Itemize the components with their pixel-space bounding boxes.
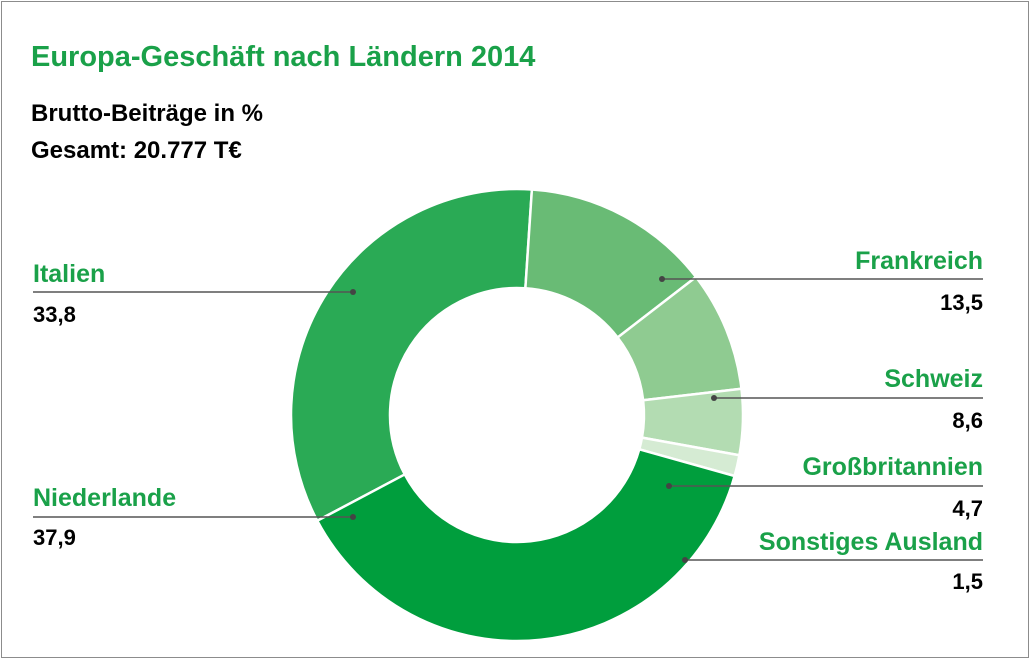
- slice-label-niederlande: Niederlande: [33, 484, 176, 512]
- leader-lines: [33, 276, 983, 563]
- donut-slice-niederlande: [316, 448, 736, 643]
- leader-dot-schweiz: [711, 395, 717, 401]
- leader-dot-italien: [350, 289, 356, 295]
- leader-dot-niederlande: [350, 514, 356, 520]
- slice-label-frankreich: Frankreich: [855, 247, 983, 275]
- slice-value-frankreich: 13,5: [940, 290, 983, 315]
- chart-subtitle-total: Gesamt: 20.777 T€: [31, 137, 242, 164]
- slice-value-sonstiges-ausland: 1,5: [952, 569, 983, 594]
- donut-slice-italien: [289, 187, 534, 523]
- slice-value-grossbritannien: 4,7: [952, 496, 983, 521]
- slice-label-schweiz: Schweiz: [884, 365, 983, 393]
- slice-value-schweiz: 8,6: [952, 408, 983, 433]
- leader-dot-grossbritannien: [666, 483, 672, 489]
- leader-dot-frankreich: [659, 276, 665, 282]
- chart-title: Europa-Geschäft nach Ländern 2014: [31, 41, 536, 73]
- slice-labels: Italien 33,8 Frankreich 13,5 Schweiz 8,6 Großb…: [33, 247, 983, 594]
- slice-label-grossbritannien: Großbritannien: [802, 453, 983, 481]
- slice-value-italien: 33,8: [33, 302, 76, 327]
- leader-dot-sonstiges-ausland: [682, 557, 688, 563]
- slice-value-niederlande: 37,9: [33, 525, 76, 550]
- slice-label-sonstiges-ausland: Sonstiges Ausland: [759, 528, 983, 556]
- donut-slices: [289, 187, 745, 643]
- slice-label-italien: Italien: [33, 260, 105, 288]
- chart-subtitle-unit: Brutto-Beiträge in %: [31, 100, 264, 127]
